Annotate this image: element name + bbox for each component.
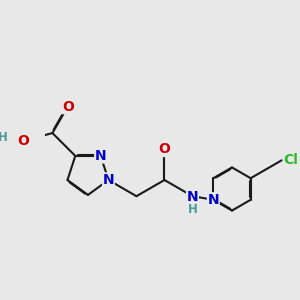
Text: N: N (208, 193, 219, 207)
Text: N: N (103, 173, 114, 187)
Text: H: H (0, 131, 8, 144)
Text: N: N (187, 190, 198, 204)
Text: O: O (158, 142, 170, 157)
Text: O: O (62, 100, 74, 114)
Text: Cl: Cl (283, 153, 298, 167)
Text: H: H (188, 203, 197, 216)
Text: N: N (95, 149, 106, 163)
Text: O: O (17, 134, 29, 148)
